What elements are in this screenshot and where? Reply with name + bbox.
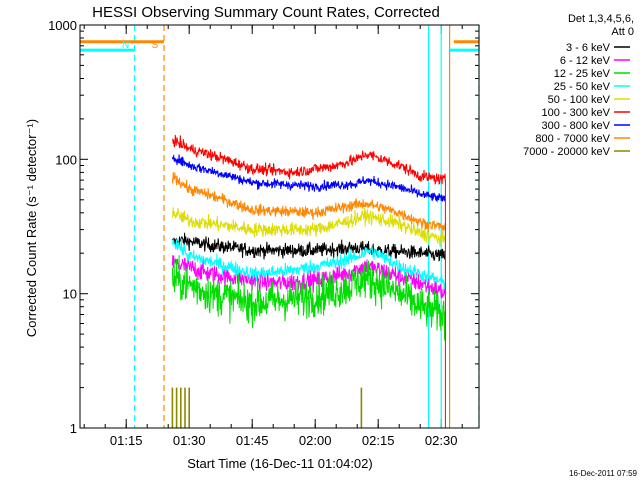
legend-header-line-2: Att 0 (611, 26, 634, 38)
legend-entry-300-800-kev: 300 - 800 keV (542, 120, 630, 132)
series-12-25-kev (171, 255, 446, 341)
series-line (171, 153, 446, 203)
series-300-800-kev (171, 153, 446, 203)
legend-entry-12-25-kev: 12 - 25 keV (554, 68, 630, 80)
legend-label: 300 - 800 keV (542, 120, 611, 132)
legend-label: 25 - 50 keV (554, 81, 611, 93)
plot-frame (79, 24, 480, 429)
series-25-50-kev (171, 238, 446, 289)
series-7000-20000-kev (171, 387, 363, 428)
x-tick-label: 02:30 (425, 433, 458, 448)
legend-label: 3 - 6 keV (566, 42, 611, 54)
series-line (171, 207, 446, 247)
x-tick-label: 01:15 (110, 433, 143, 448)
x-axis-label: Start Time (16-Dec-11 01:04:02) (187, 456, 372, 471)
series-line (171, 172, 446, 232)
legend-entry-50-100-kev: 50 - 100 keV (548, 94, 630, 106)
legend-header-line-1: Det 1,3,4,5,6, (568, 13, 634, 25)
footer-timestamp: 16-Dec-2011 07:59 (569, 469, 637, 478)
y-tick-label: 100 (55, 152, 77, 167)
legend-entry-800-7000-kev: 800 - 7000 keV (535, 133, 630, 145)
y-axis-label: Corrected Count Rate (s⁻¹ detector⁻¹) (24, 119, 39, 337)
legend-label: 100 - 300 keV (542, 107, 611, 119)
x-tick-label: 01:30 (173, 433, 206, 448)
series-100-300-kev (171, 134, 446, 185)
legend-label: 800 - 7000 keV (535, 133, 610, 145)
legend-label: 7000 - 20000 keV (523, 146, 611, 158)
legend-entry-25-50-kev: 25 - 50 keV (554, 81, 630, 93)
legend-entry-7000-20000-kev: 7000 - 20000 keV (523, 146, 630, 158)
x-tick-label: 01:45 (236, 433, 269, 448)
series-line (171, 255, 446, 341)
x-tick-label: 02:15 (362, 433, 395, 448)
legend-entry-100-300-kev: 100 - 300 keV (542, 107, 630, 119)
legend-entry-6-12-kev: 6 - 12 keV (560, 55, 630, 67)
series-3-6-kev (171, 232, 446, 262)
plot-area: 1 10 100 1000 01:15 01:30 01:45 02:00 02:15 02:30… (48, 18, 480, 448)
legend-label: 6 - 12 keV (560, 55, 611, 67)
y-tick-label: 1 (70, 421, 77, 436)
annotation-n: N (122, 40, 129, 51)
y-tick-label: 10 (63, 287, 77, 302)
legend-label: 12 - 25 keV (554, 68, 611, 80)
series-800-7000-kev (171, 172, 446, 232)
chart-title: HESSI Observing Summary Count Rates, Cor… (92, 4, 440, 21)
series-line (171, 238, 446, 289)
annotation-s: S (152, 40, 159, 51)
x-tick-label: 02:00 (299, 433, 332, 448)
series-line (171, 134, 446, 185)
legend-label: 50 - 100 keV (548, 94, 611, 106)
legend-entry-3-6-kev: 3 - 6 keV (566, 42, 630, 54)
series-line (171, 232, 446, 262)
series-50-100-kev (171, 207, 446, 247)
y-tick-label: 1000 (48, 18, 77, 33)
